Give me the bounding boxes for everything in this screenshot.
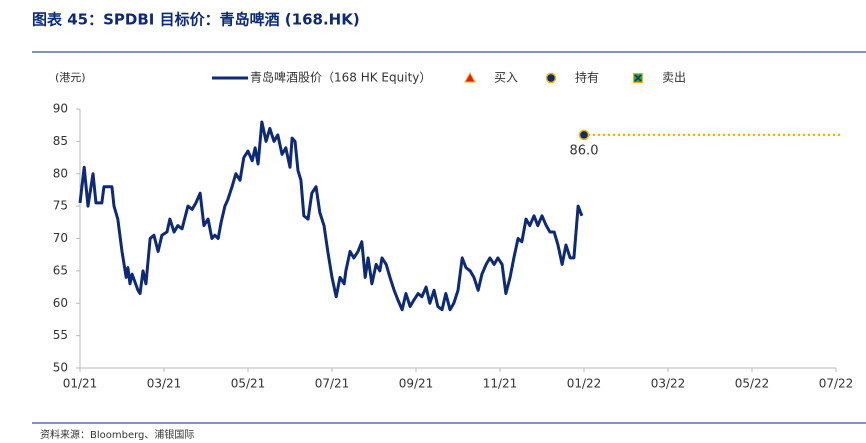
x-tick-label: 07/22 — [819, 377, 854, 391]
y-axis-label: (港元) — [55, 71, 86, 84]
x-tick-label: 01/22 — [567, 377, 602, 391]
x-tick-label: 11/21 — [483, 377, 518, 391]
sell-cross — [634, 74, 642, 82]
y-tick-label: 65 — [53, 263, 68, 277]
x-tick-label: 03/21 — [147, 377, 182, 391]
x-tick-label: 01/21 — [63, 377, 98, 391]
y-tick-label: 75 — [53, 199, 68, 213]
legend-label: 青岛啤酒股价（168 HK Equity） — [250, 70, 431, 85]
x-tick-label: 05/21 — [231, 377, 266, 391]
chart-title: 图表 45：SPDBI 目标价：青岛啤酒 (168.HK) — [32, 11, 360, 29]
legend-label: 卖出 — [662, 71, 686, 85]
y-tick-label: 50 — [53, 361, 68, 375]
source: 资料来源：Bloomberg、浦银国际 — [40, 428, 194, 441]
hold-marker — [578, 129, 590, 141]
y-tick-label: 85 — [53, 134, 68, 148]
data-label: 86.0 — [570, 143, 599, 158]
legend-buy — [464, 71, 476, 83]
y-tick-label: 70 — [53, 231, 68, 245]
legend-label: 持有 — [575, 70, 599, 85]
y-tick-label: 80 — [53, 166, 68, 180]
legend-sell — [633, 73, 643, 83]
legend-hold — [545, 72, 557, 84]
x-tick-label: 09/21 — [399, 377, 434, 391]
y-tick-label: 55 — [53, 328, 68, 342]
x-tick-label: 03/22 — [651, 377, 686, 391]
y-tick-label: 90 — [53, 102, 68, 116]
x-tick-label: 05/22 — [735, 377, 770, 391]
legend-label: 买入 — [494, 71, 518, 85]
price-line — [78, 120, 584, 312]
x-tick-label: 07/21 — [315, 377, 350, 391]
y-tick-label: 60 — [53, 296, 68, 310]
legend: 青岛啤酒股价（168 HK Equity） 买入 持有 卖出 — [212, 70, 686, 85]
